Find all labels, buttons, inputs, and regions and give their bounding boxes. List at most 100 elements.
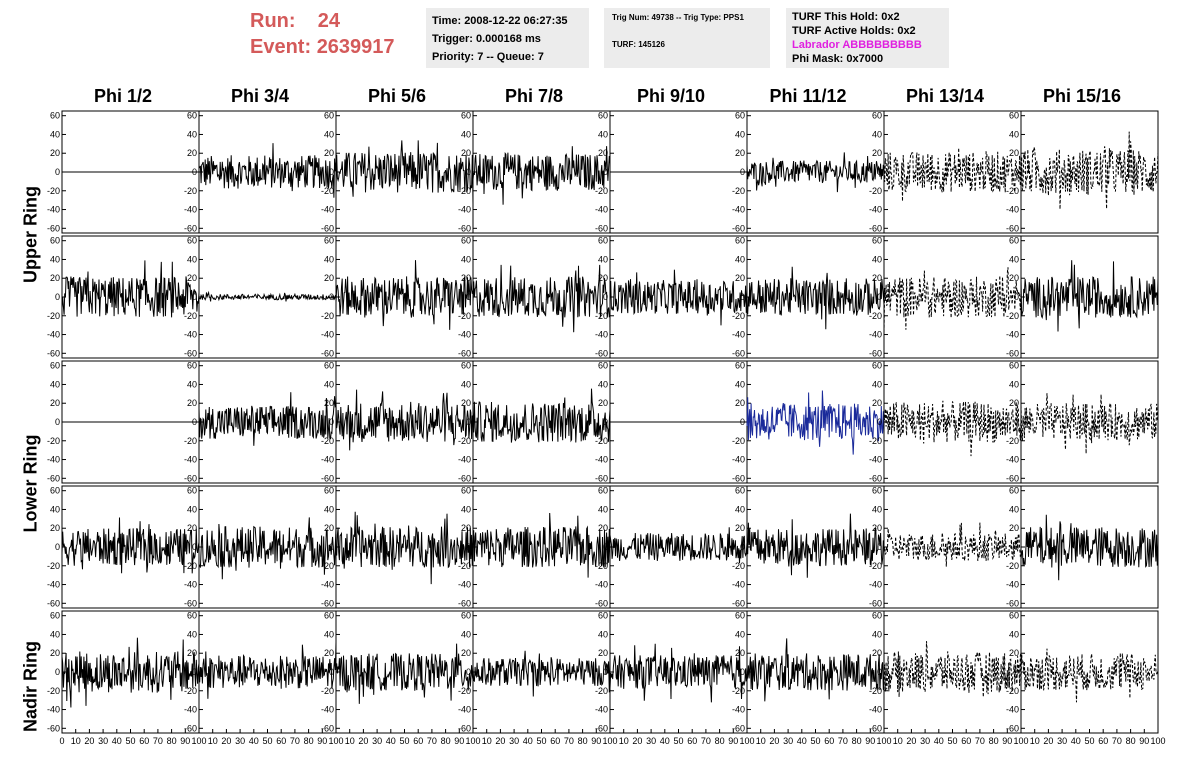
- y-tick-label: -20: [732, 561, 745, 571]
- y-tick-label: 60: [187, 236, 197, 246]
- y-tick-label: 0: [192, 417, 197, 427]
- y-tick-label: -20: [321, 686, 334, 696]
- y-tick-label: -60: [869, 348, 882, 358]
- column-header-phi-9-10: Phi 9/10: [636, 86, 706, 106]
- x-tick-label: 10: [756, 736, 766, 746]
- x-tick-label: 90: [591, 736, 601, 746]
- y-tick-label: 60: [872, 111, 882, 121]
- x-tick-label: 80: [1126, 736, 1136, 746]
- y-tick-label: 40: [598, 254, 608, 264]
- y-tick-label: 20: [187, 523, 197, 533]
- y-tick-label: 20: [735, 148, 745, 158]
- y-tick-label: 60: [324, 361, 334, 371]
- y-tick-label: 20: [187, 648, 197, 658]
- y-tick-label: -20: [458, 561, 471, 571]
- y-tick-label: 0: [192, 292, 197, 302]
- x-tick-label: 50: [947, 736, 957, 746]
- y-tick-label: 20: [324, 398, 334, 408]
- y-tick-label: 60: [1009, 361, 1019, 371]
- waveform-trace: [746, 152, 885, 193]
- waveform-trace: [335, 643, 474, 704]
- y-tick-label: 0: [1014, 542, 1019, 552]
- y-tick-label: 60: [461, 361, 471, 371]
- y-tick-label: 20: [598, 398, 608, 408]
- y-tick-label: 60: [461, 111, 471, 121]
- y-tick-label: 20: [1009, 523, 1019, 533]
- y-tick-label: -40: [321, 205, 334, 215]
- y-tick-label: 0: [192, 167, 197, 177]
- y-tick-label: 60: [1009, 236, 1019, 246]
- y-tick-label: 40: [50, 504, 60, 514]
- x-tick-label: 60: [413, 736, 423, 746]
- column-header-phi-5-6: Phi 5/6: [367, 86, 427, 106]
- x-tick-label: 100: [465, 736, 480, 746]
- y-tick-label: -60: [595, 223, 608, 233]
- y-tick-label: 60: [598, 361, 608, 371]
- x-tick-label: 100: [739, 736, 754, 746]
- x-tick-label: 20: [632, 736, 642, 746]
- y-tick-label: 60: [598, 486, 608, 496]
- y-tick-label: 0: [466, 167, 471, 177]
- y-tick-label: -60: [47, 223, 60, 233]
- event-label: Event:: [250, 36, 312, 58]
- run-label: Run:: [250, 10, 296, 32]
- y-tick-label: 0: [192, 667, 197, 677]
- y-tick-label: 60: [598, 111, 608, 121]
- priority-line: Priority: 7 -- Queue: 7: [432, 51, 544, 63]
- y-tick-label: 40: [735, 504, 745, 514]
- y-tick-label: 60: [598, 236, 608, 246]
- y-tick-label: 40: [50, 629, 60, 639]
- waveform-trace: [1020, 131, 1159, 210]
- y-tick-label: 0: [877, 542, 882, 552]
- x-tick-label: 10: [345, 736, 355, 746]
- x-tick-label: 90: [865, 736, 875, 746]
- y-tick-label: -20: [732, 186, 745, 196]
- y-tick-label: 0: [1014, 292, 1019, 302]
- y-tick-label: -40: [184, 705, 197, 715]
- waveform-trace: [609, 527, 748, 564]
- x-tick-label: 10: [893, 736, 903, 746]
- y-tick-label: 40: [461, 504, 471, 514]
- y-tick-label: 60: [872, 611, 882, 621]
- x-tick-label: 70: [427, 736, 437, 746]
- y-tick-label: 60: [187, 111, 197, 121]
- trigger-line: Trigger: 0.000168 ms: [432, 33, 541, 45]
- x-tick-label: 40: [249, 736, 259, 746]
- y-tick-label: 0: [877, 417, 882, 427]
- x-tick-label: 100: [191, 736, 206, 746]
- y-tick-label: 40: [1009, 629, 1019, 639]
- y-tick-label: -40: [732, 580, 745, 590]
- y-tick-label: 60: [872, 361, 882, 371]
- y-tick-label: -60: [184, 473, 197, 483]
- waveform-trace: [198, 517, 337, 580]
- y-tick-label: 60: [735, 236, 745, 246]
- y-tick-label: 40: [872, 379, 882, 389]
- y-tick-label: 20: [461, 523, 471, 533]
- y-tick-label: 0: [192, 542, 197, 552]
- y-tick-label: 20: [1009, 648, 1019, 658]
- y-tick-label: -20: [184, 686, 197, 696]
- panel-frame: [883, 360, 1022, 484]
- waveform-trace: [198, 143, 337, 198]
- y-tick-label: 40: [735, 629, 745, 639]
- x-tick-label: 40: [797, 736, 807, 746]
- y-tick-label: 40: [50, 379, 60, 389]
- y-tick-label: -40: [1006, 455, 1019, 465]
- y-tick-label: -60: [869, 723, 882, 733]
- y-tick-label: -20: [732, 311, 745, 321]
- x-tick-label: 30: [509, 736, 519, 746]
- y-tick-label: 60: [461, 486, 471, 496]
- y-tick-label: -20: [321, 436, 334, 446]
- run-value: 24: [317, 10, 341, 32]
- y-tick-label: 0: [55, 292, 60, 302]
- column-header-phi-13-14: Phi 13/14: [905, 86, 985, 106]
- y-tick-label: 20: [324, 648, 334, 658]
- x-tick-label: 30: [920, 736, 930, 746]
- y-tick-label: 20: [461, 648, 471, 658]
- y-tick-label: 0: [329, 292, 334, 302]
- y-tick-label: -20: [458, 311, 471, 321]
- y-tick-label: -60: [1006, 223, 1019, 233]
- turf-line: TURF: 145126: [612, 40, 665, 49]
- y-tick-label: 0: [877, 667, 882, 677]
- y-tick-label: 0: [1014, 667, 1019, 677]
